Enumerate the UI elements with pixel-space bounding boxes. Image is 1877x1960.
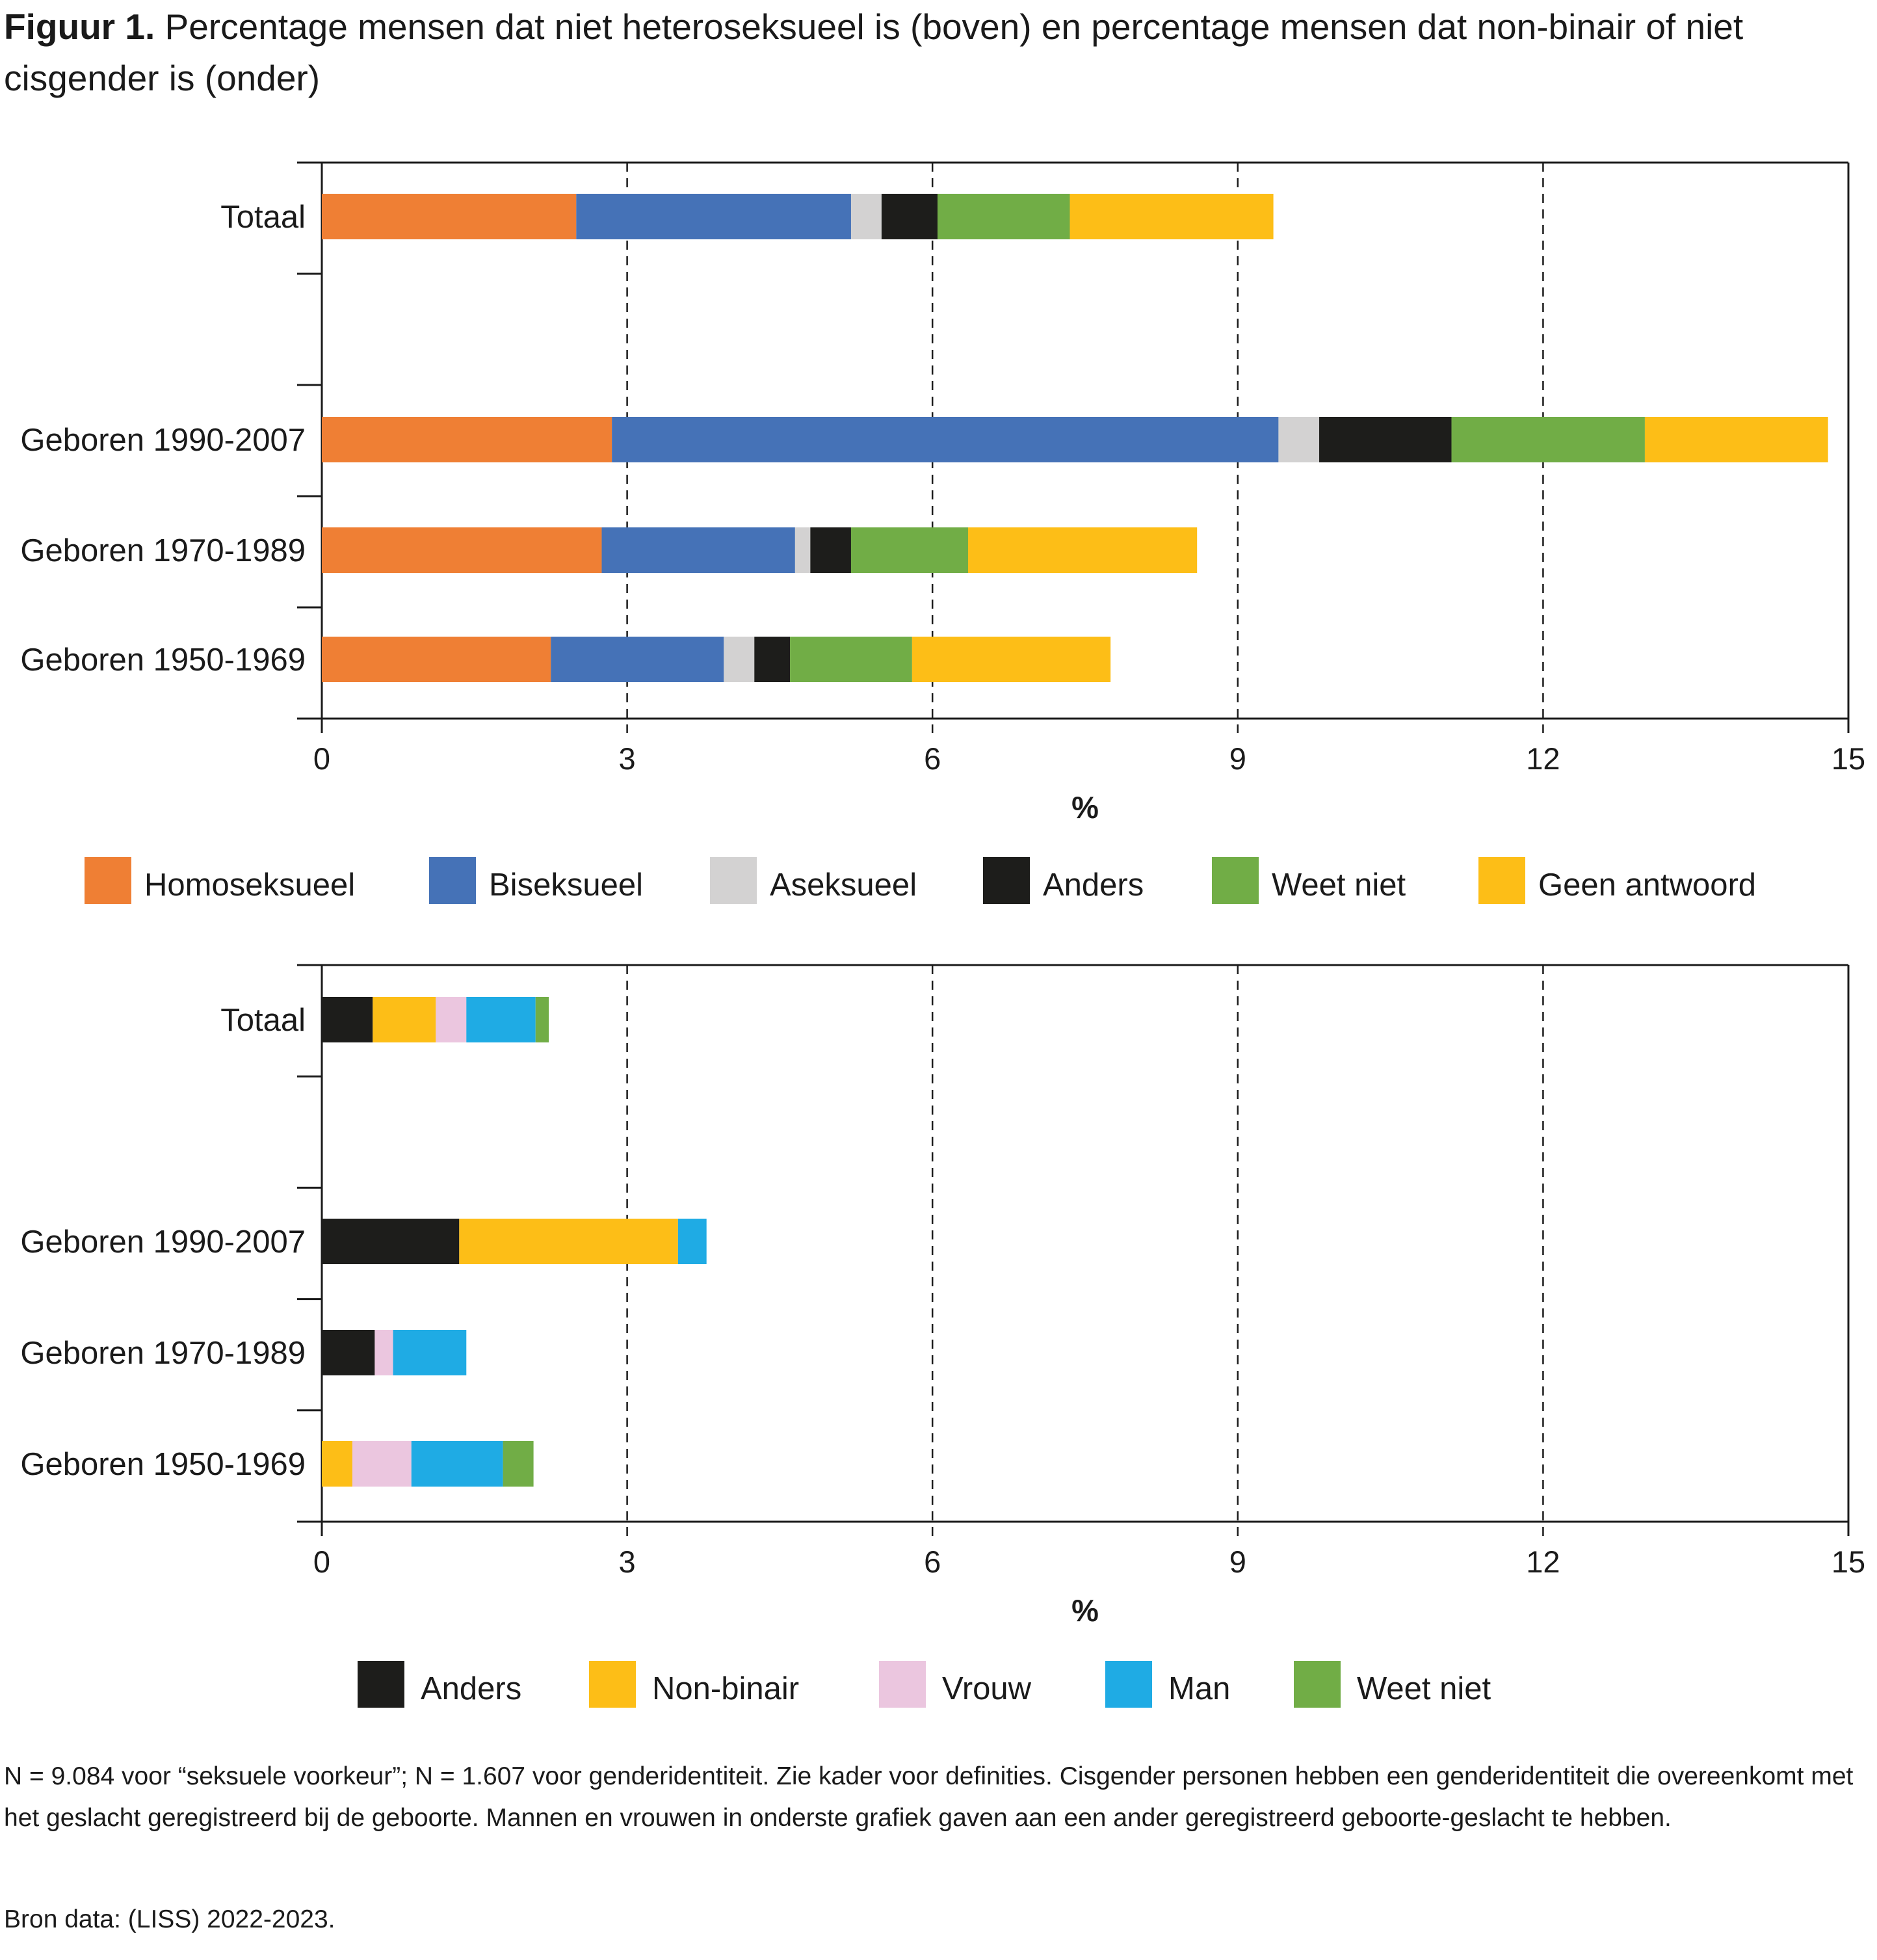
chart1-legend-swatch-aseksueel	[710, 857, 757, 904]
chart1-bar-aseksueel	[850, 194, 882, 239]
chart1-legend-label-homoseksueel: Homoseksueel	[144, 867, 355, 903]
footnote: N = 9.084 voor “seksuele voorkeur”; N = …	[4, 1762, 1854, 1832]
chart1-bar-weet-niet	[1451, 417, 1645, 462]
chart1-legend-label-anders: Anders	[1043, 867, 1144, 903]
chart2-legend-label-man: Man	[1168, 1671, 1230, 1706]
chart1-bar-anders	[810, 527, 851, 573]
chart1-bar-homoseksueel	[322, 417, 612, 462]
chart1-bar-anders	[881, 194, 938, 239]
chart2-x-axis-title: %	[1071, 1593, 1099, 1628]
chart1-category-label: Geboren 1990-2007	[20, 423, 306, 458]
chart1-x-tick-label: 6	[924, 741, 941, 776]
chart2-bar-weet-niet	[503, 1441, 534, 1487]
chart1-bar-geen-antwoord	[967, 527, 1198, 573]
chart1-x-axis-title: %	[1071, 790, 1099, 825]
chart1-x-tick-label: 0	[313, 741, 330, 776]
chart1-bar-biseksueel	[576, 194, 851, 239]
chart1-legend-label-geen-antwoord: Geen antwoord	[1538, 867, 1756, 903]
chart1-legend-label-biseksueel: Biseksueel	[489, 867, 643, 903]
chart1-legend-swatch-homoseksueel	[85, 857, 131, 904]
chart2-category-label: Geboren 1990-2007	[20, 1225, 306, 1260]
chart1-bar-anders	[1319, 417, 1452, 462]
chart1-bar-biseksueel	[612, 417, 1279, 462]
chart1-bar-geen-antwoord	[1644, 417, 1828, 462]
chart1-bar-weet-niet	[938, 194, 1070, 239]
chart1-x-tick-label: 15	[1831, 741, 1865, 776]
chart1-category-label: Totaal	[220, 200, 306, 235]
source-note: Bron data: (LISS) 2022-2023.	[4, 1905, 335, 1933]
chart1-bar-geen-antwoord	[912, 637, 1111, 682]
chart1-bar-homoseksueel	[322, 527, 602, 573]
chart1-x-tick-label: 9	[1229, 741, 1246, 776]
chart1-category-label: Geboren 1950-1969	[20, 642, 306, 678]
chart2-x-tick-label: 3	[619, 1544, 636, 1579]
chart2-legend-label-weet-niet: Weet niet	[1357, 1671, 1491, 1706]
chart1-bar-aseksueel	[1278, 417, 1320, 462]
chart2-legend-label-vrouw: Vrouw	[942, 1671, 1032, 1706]
chart1-bar-biseksueel	[601, 527, 795, 573]
figure-label: Figuur 1.	[4, 7, 155, 47]
chart2-bar-man	[411, 1441, 503, 1487]
chart1-bar-geen-antwoord	[1070, 194, 1274, 239]
chart2-bar-non-binair	[459, 1219, 678, 1264]
chart1-category-label: Geboren 1970-1989	[20, 533, 306, 568]
chart1-bar-homoseksueel	[322, 637, 551, 682]
chart1-legend-swatch-geen-antwoord	[1478, 857, 1525, 904]
chart1-x-tick-label: 3	[619, 741, 636, 776]
chart1-legend-swatch-anders	[983, 857, 1030, 904]
chart1-bar-biseksueel	[551, 637, 724, 682]
chart2-legend-label-anders: Anders	[421, 1671, 521, 1706]
figure-title: Figuur 1. Percentage mensen dat niet het…	[4, 1, 1870, 104]
chart2-legend-swatch-vrouw	[879, 1661, 926, 1708]
chart1-legend-label-weet-niet: Weet niet	[1272, 867, 1406, 903]
chart2-bar-anders	[322, 1219, 460, 1264]
chart2-bar-non-binair	[322, 1441, 352, 1487]
chart2-legend-swatch-non-binair	[589, 1661, 636, 1708]
chart2-x-tick-label: 6	[924, 1544, 941, 1579]
chart2-legend-swatch-man	[1105, 1661, 1152, 1708]
chart1-bar-weet-niet	[850, 527, 968, 573]
chart2-bar-vrouw	[436, 997, 467, 1042]
chart2-legend-swatch-weet-niet	[1294, 1661, 1341, 1708]
chart1-bar-homoseksueel	[322, 194, 577, 239]
chart2-bar-man	[677, 1219, 707, 1264]
charts-container: 0 3 6 9 12 15% Totaal Geboren 1990-2007 Geboren …	[20, 161, 1865, 1708]
chart2-bar-vrouw	[374, 1330, 393, 1375]
chart1-bar-weet-niet	[790, 637, 912, 682]
chart1-x-tick-label: 12	[1526, 741, 1560, 776]
chart1-legend-label-aseksueel: Aseksueel	[770, 867, 917, 903]
chart2-bar-vrouw	[352, 1441, 412, 1487]
chart2-x-tick-label: 12	[1526, 1544, 1560, 1579]
chart1-bar-aseksueel	[724, 637, 755, 682]
chart2-x-tick-label: 0	[313, 1544, 330, 1579]
chart2-category-label: Geboren 1970-1989	[20, 1336, 306, 1371]
chart2-x-tick-label: 9	[1229, 1544, 1246, 1579]
chart1-bar-aseksueel	[794, 527, 811, 573]
chart2-bar-anders	[322, 997, 373, 1042]
figure-title-text: Percentage mensen dat niet heteroseksuee…	[4, 7, 1744, 98]
chart2-x-tick-label: 15	[1831, 1544, 1865, 1579]
chart2-bar-man	[466, 997, 536, 1042]
chart2-legend-label-non-binair: Non-binair	[652, 1671, 799, 1706]
chart2-legend-swatch-anders	[358, 1661, 404, 1708]
chart1-legend-swatch-weet-niet	[1212, 857, 1259, 904]
chart1-bar-anders	[754, 637, 791, 682]
chart1-legend-swatch-biseksueel	[429, 857, 476, 904]
chart2-bar-weet-niet	[535, 997, 549, 1042]
chart2-bar-man	[393, 1330, 467, 1375]
chart2-category-label: Totaal	[220, 1003, 306, 1038]
chart2-bar-non-binair	[373, 997, 436, 1042]
chart2-category-label: Geboren 1950-1969	[20, 1447, 306, 1482]
chart2-bar-anders	[322, 1330, 375, 1375]
